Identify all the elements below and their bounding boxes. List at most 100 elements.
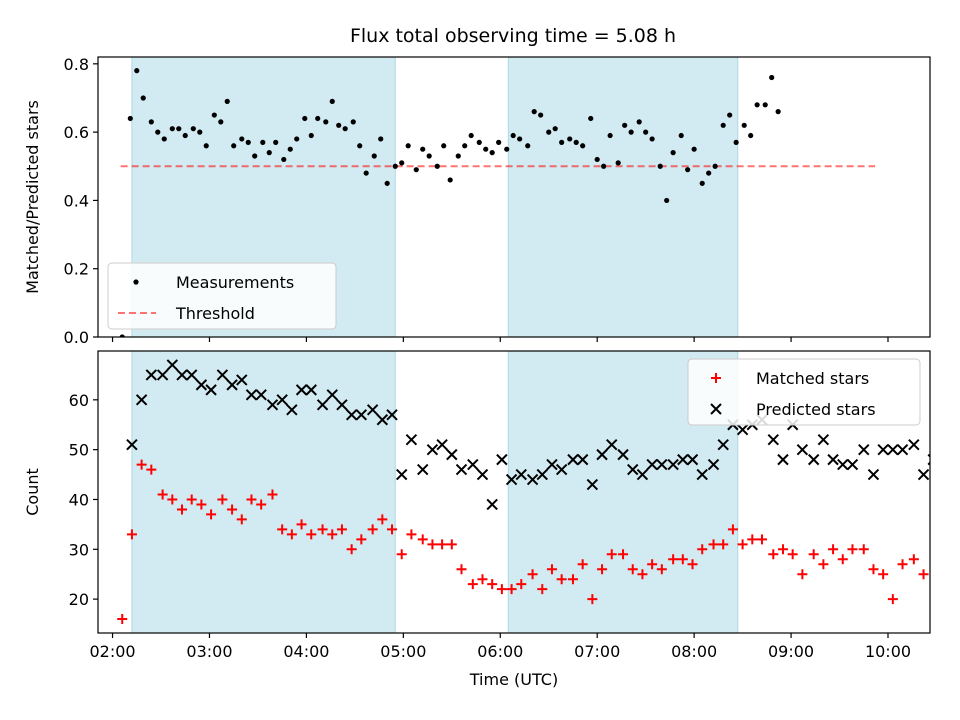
data-point bbox=[489, 150, 495, 156]
data-point bbox=[596, 448, 608, 461]
data-point bbox=[546, 458, 558, 471]
data-point bbox=[580, 143, 586, 149]
y-tick-label: 0.2 bbox=[64, 260, 89, 279]
data-point bbox=[858, 443, 870, 456]
data-point bbox=[127, 115, 133, 122]
data-point bbox=[656, 458, 668, 471]
data-point bbox=[717, 438, 729, 451]
data-point bbox=[685, 167, 691, 173]
legend-marker bbox=[711, 373, 721, 383]
data-point bbox=[392, 163, 398, 169]
data-point bbox=[336, 399, 348, 411]
data-point bbox=[420, 146, 426, 152]
data-point bbox=[559, 139, 565, 145]
data-point bbox=[367, 524, 378, 535]
data-point bbox=[371, 153, 377, 159]
data-point bbox=[306, 529, 317, 540]
x-tick-label: 02:00 bbox=[89, 642, 135, 661]
data-point bbox=[754, 102, 760, 108]
data-point bbox=[176, 369, 188, 381]
data-point bbox=[712, 163, 718, 169]
data-point bbox=[441, 143, 447, 149]
data-point bbox=[148, 119, 154, 125]
x-tick-label: 03:00 bbox=[186, 642, 232, 661]
data-point bbox=[476, 139, 482, 145]
top-panel: 0.0 0.2 0.4 0.6 0.8 Matched/Predicted stars Me… bbox=[23, 55, 931, 347]
data-point bbox=[277, 524, 288, 535]
data-point bbox=[777, 544, 788, 555]
data-point bbox=[868, 564, 879, 575]
data-point bbox=[643, 129, 649, 135]
data-point bbox=[576, 453, 589, 466]
y-tick-label: 60 bbox=[69, 391, 89, 410]
data-point bbox=[686, 453, 699, 466]
data-point bbox=[286, 404, 298, 416]
data-point bbox=[706, 170, 712, 176]
data-point bbox=[496, 453, 508, 466]
data-point bbox=[377, 514, 388, 525]
data-point bbox=[190, 126, 196, 132]
data-point bbox=[606, 438, 618, 451]
shaded-interval bbox=[507, 57, 739, 337]
data-point bbox=[808, 549, 819, 560]
data-point bbox=[135, 394, 148, 406]
data-point bbox=[206, 509, 217, 520]
data-point bbox=[437, 539, 448, 550]
data-point bbox=[186, 494, 197, 505]
data-point bbox=[216, 369, 229, 381]
data-point bbox=[387, 524, 398, 535]
data-point bbox=[406, 529, 417, 540]
data-point bbox=[146, 464, 157, 475]
series-measurements bbox=[119, 68, 781, 337]
data-point bbox=[867, 468, 880, 481]
data-point bbox=[546, 129, 552, 135]
data-point bbox=[315, 115, 321, 122]
series-matched-stars bbox=[117, 459, 929, 625]
data-point bbox=[516, 579, 527, 590]
data-point bbox=[837, 458, 849, 471]
x-tick-label: 07:00 bbox=[574, 642, 620, 661]
data-point bbox=[897, 559, 908, 570]
data-point bbox=[295, 384, 308, 396]
data-point bbox=[727, 112, 733, 118]
data-point bbox=[434, 163, 440, 169]
data-point bbox=[483, 146, 489, 152]
data-point bbox=[628, 129, 634, 135]
data-point bbox=[446, 539, 457, 550]
data-point bbox=[657, 163, 663, 169]
data-point bbox=[588, 115, 594, 122]
data-point bbox=[211, 112, 217, 118]
data-point bbox=[828, 544, 839, 555]
data-point bbox=[376, 414, 389, 426]
data-point bbox=[677, 554, 688, 565]
data-point bbox=[182, 132, 188, 139]
data-point bbox=[323, 119, 329, 125]
data-point bbox=[637, 569, 648, 580]
data-point bbox=[747, 534, 758, 545]
data-point bbox=[185, 369, 198, 381]
data-point bbox=[627, 463, 639, 476]
data-point bbox=[226, 379, 238, 391]
legend-box bbox=[107, 262, 337, 330]
data-point bbox=[517, 136, 523, 142]
data-point bbox=[586, 478, 599, 491]
data-point bbox=[607, 132, 613, 139]
data-point bbox=[456, 564, 467, 575]
y-tick-label: 50 bbox=[69, 441, 89, 460]
y-axis-label: Matched/Predicted stars bbox=[23, 100, 42, 294]
data-point bbox=[446, 448, 458, 461]
data-point bbox=[515, 468, 527, 481]
data-point bbox=[697, 544, 708, 555]
data-point bbox=[426, 153, 432, 159]
data-point bbox=[245, 389, 258, 401]
data-point bbox=[827, 453, 839, 466]
data-point bbox=[887, 443, 899, 456]
data-point bbox=[546, 564, 557, 575]
data-point bbox=[317, 524, 328, 535]
data-point bbox=[777, 453, 789, 466]
legend-marker bbox=[710, 403, 722, 415]
data-point bbox=[467, 458, 479, 471]
data-point bbox=[436, 438, 448, 451]
data-point bbox=[615, 160, 621, 166]
